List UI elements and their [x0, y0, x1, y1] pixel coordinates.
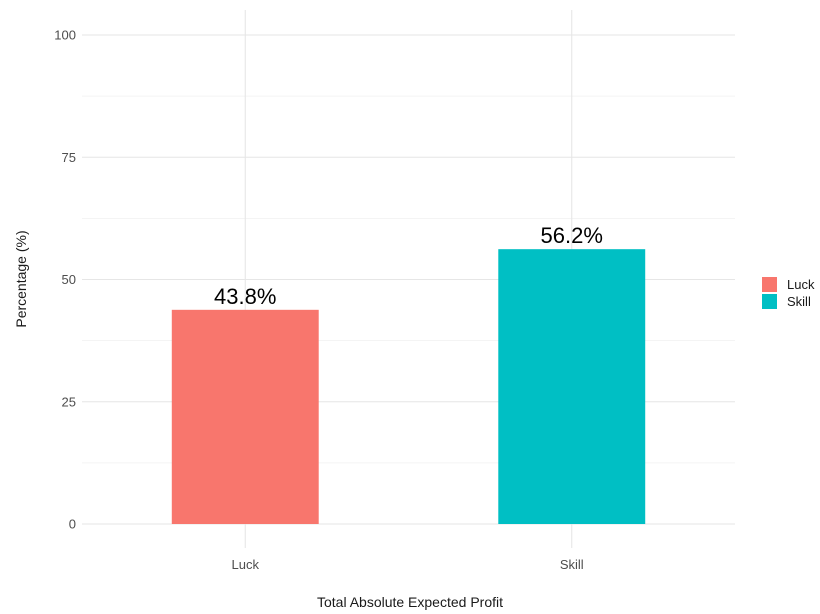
y-axis-ticks: 0 25 50 75 100 — [54, 28, 76, 532]
data-label-luck: 43.8% — [214, 284, 276, 309]
legend-label-luck: Luck — [787, 277, 815, 292]
data-labels: 43.8% 56.2% — [214, 223, 603, 309]
data-label-skill: 56.2% — [541, 223, 603, 248]
y-tick-label: 0 — [69, 517, 76, 532]
x-axis-ticks: Luck Skill — [232, 557, 584, 572]
y-tick-label: 75 — [62, 150, 76, 165]
bars — [171, 249, 646, 524]
legend: Luck Skill — [762, 277, 815, 309]
legend-key-luck — [762, 277, 777, 292]
x-axis-title: Total Absolute Expected Profit — [317, 594, 503, 610]
y-tick-label: 50 — [62, 272, 76, 287]
legend-label-skill: Skill — [787, 294, 811, 309]
legend-key-skill — [762, 294, 777, 309]
bar-skill — [498, 249, 646, 524]
bar-luck — [171, 309, 319, 524]
y-tick-label: 100 — [54, 28, 76, 43]
x-tick-label: Skill — [560, 557, 584, 572]
y-axis-title: Percentage (%) — [13, 230, 29, 327]
y-tick-label: 25 — [62, 394, 76, 409]
x-tick-label: Luck — [232, 557, 260, 572]
